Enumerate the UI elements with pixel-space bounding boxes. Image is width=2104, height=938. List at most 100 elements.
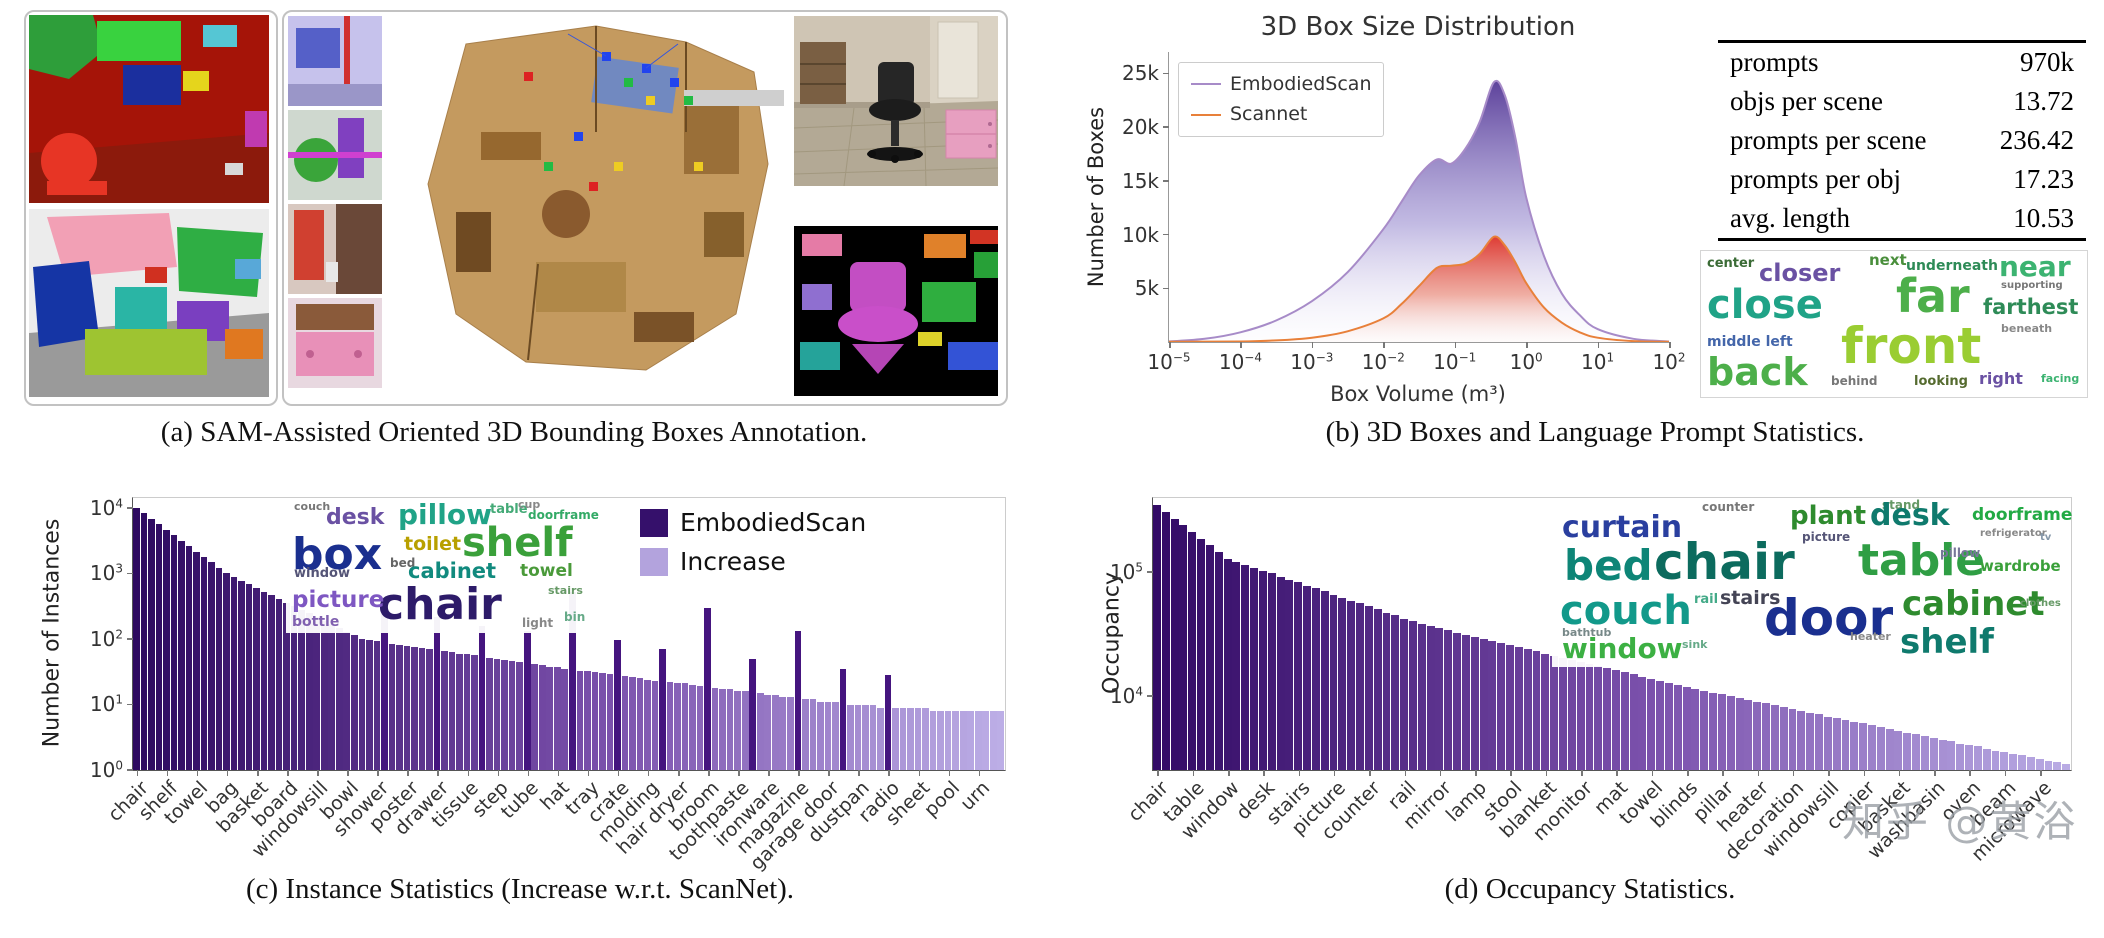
cloud-word: bottle [292, 614, 340, 630]
stats-label: prompts [1730, 47, 1819, 77]
bar [1823, 716, 1832, 770]
x-tick-label: 10−3 [1290, 350, 1334, 374]
bar [388, 643, 396, 770]
density-x-axis-label: Box Volume (m³) [1330, 382, 1506, 406]
bar [1408, 621, 1417, 770]
x-tick-mark [1581, 770, 1583, 776]
x-tick-text: chair [1124, 777, 1173, 826]
cloud-word: sink [1682, 638, 1708, 651]
bar [1373, 609, 1382, 770]
legend-color-swatch [640, 547, 668, 576]
bar [1859, 723, 1868, 770]
bar [824, 701, 832, 770]
bar [726, 689, 734, 770]
bar [1523, 649, 1532, 770]
cloud-word: picture [1802, 530, 1851, 544]
x-tick-mark [497, 770, 500, 776]
bar [952, 710, 959, 770]
stats-value: 236.42 [1999, 125, 2074, 155]
thumbnail-1 [288, 16, 382, 106]
bar [892, 707, 899, 770]
bar [651, 680, 659, 770]
bar [779, 697, 787, 770]
x-tick-mark [888, 770, 890, 776]
bar [1470, 636, 1479, 770]
bar [2000, 752, 2009, 770]
bar [351, 635, 358, 770]
bar [644, 679, 651, 770]
bar [1506, 645, 1514, 770]
room-photo [794, 16, 998, 186]
bar [426, 649, 433, 770]
y-tick-mark [1147, 695, 1153, 697]
bar [1973, 746, 1982, 770]
x-tick-mark [828, 770, 830, 776]
bar [1320, 591, 1329, 770]
x-tick-mark [798, 770, 800, 776]
bar [1347, 600, 1356, 770]
bar [832, 701, 839, 770]
bar [1850, 721, 1859, 770]
x-tick-mark [1687, 770, 1689, 776]
x-tick-label: 10−4 [1218, 350, 1262, 374]
stats-row: prompts per scene 236.42 [1718, 121, 2086, 160]
bar [929, 710, 937, 770]
chair-segmentation [794, 226, 998, 396]
cloud-word: front [1841, 317, 1982, 375]
bar [787, 697, 794, 770]
bar [305, 613, 313, 770]
bar [599, 673, 606, 770]
cloud-word: underneath [1906, 258, 1998, 274]
x-tick-mark [1510, 770, 1512, 776]
x-tick-mark [948, 770, 951, 776]
bar [1550, 655, 1559, 770]
bar [1726, 696, 1735, 770]
bar [163, 529, 170, 770]
x-tick-mark [2004, 770, 2007, 776]
x-tick-mark [1934, 770, 1936, 776]
y-tick-mark [1147, 571, 1153, 573]
cloud-word: curtain [1562, 510, 1683, 545]
legend-label: EmbodiedScan [680, 508, 867, 537]
cloud-word: table [490, 502, 528, 517]
x-tick-mark [1240, 342, 1242, 348]
bar [1488, 640, 1497, 770]
bar [1717, 694, 1726, 770]
bar [1779, 707, 1788, 770]
bar [1382, 612, 1391, 770]
cloud-word: cabinet [408, 559, 497, 583]
bar [471, 655, 478, 770]
cloud-word: far [1896, 269, 1970, 323]
bar [944, 710, 952, 770]
cloud-word: toilet [404, 533, 462, 555]
cloud-word: stairs [548, 584, 583, 597]
x-tick-mark [527, 770, 530, 776]
bar [238, 580, 245, 770]
bar [1241, 564, 1250, 770]
bar [1982, 749, 1991, 770]
x-tick-mark [1792, 770, 1795, 776]
x-tick-mark [768, 770, 770, 776]
bar [1267, 573, 1276, 770]
bar [974, 710, 982, 770]
segmentation-image-1 [29, 15, 269, 203]
segmentation-column-frame [24, 10, 278, 406]
bar [320, 620, 328, 770]
x-tick-mark [1369, 770, 1371, 776]
x-tick-label: 102 [1652, 350, 1686, 374]
y-tick-mark [1163, 180, 1169, 182]
bar [501, 659, 508, 770]
bar [185, 546, 193, 770]
bar [1285, 579, 1294, 770]
bar [711, 687, 719, 770]
bar [456, 653, 463, 770]
y-tick-label: 102 [89, 626, 123, 651]
bar [133, 507, 140, 770]
annotation-boxes [524, 52, 703, 191]
legend-entry: EmbodiedScan [1191, 69, 1371, 99]
bar [2062, 764, 2071, 770]
bar [1356, 603, 1364, 770]
cloud-word: light [522, 616, 554, 630]
bar [1426, 626, 1435, 770]
